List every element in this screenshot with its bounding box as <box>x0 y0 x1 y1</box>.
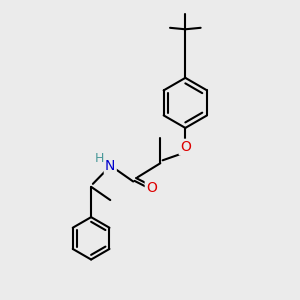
Text: N: N <box>105 159 116 173</box>
Text: O: O <box>180 140 191 154</box>
Text: H: H <box>94 152 104 165</box>
Text: O: O <box>146 181 157 195</box>
